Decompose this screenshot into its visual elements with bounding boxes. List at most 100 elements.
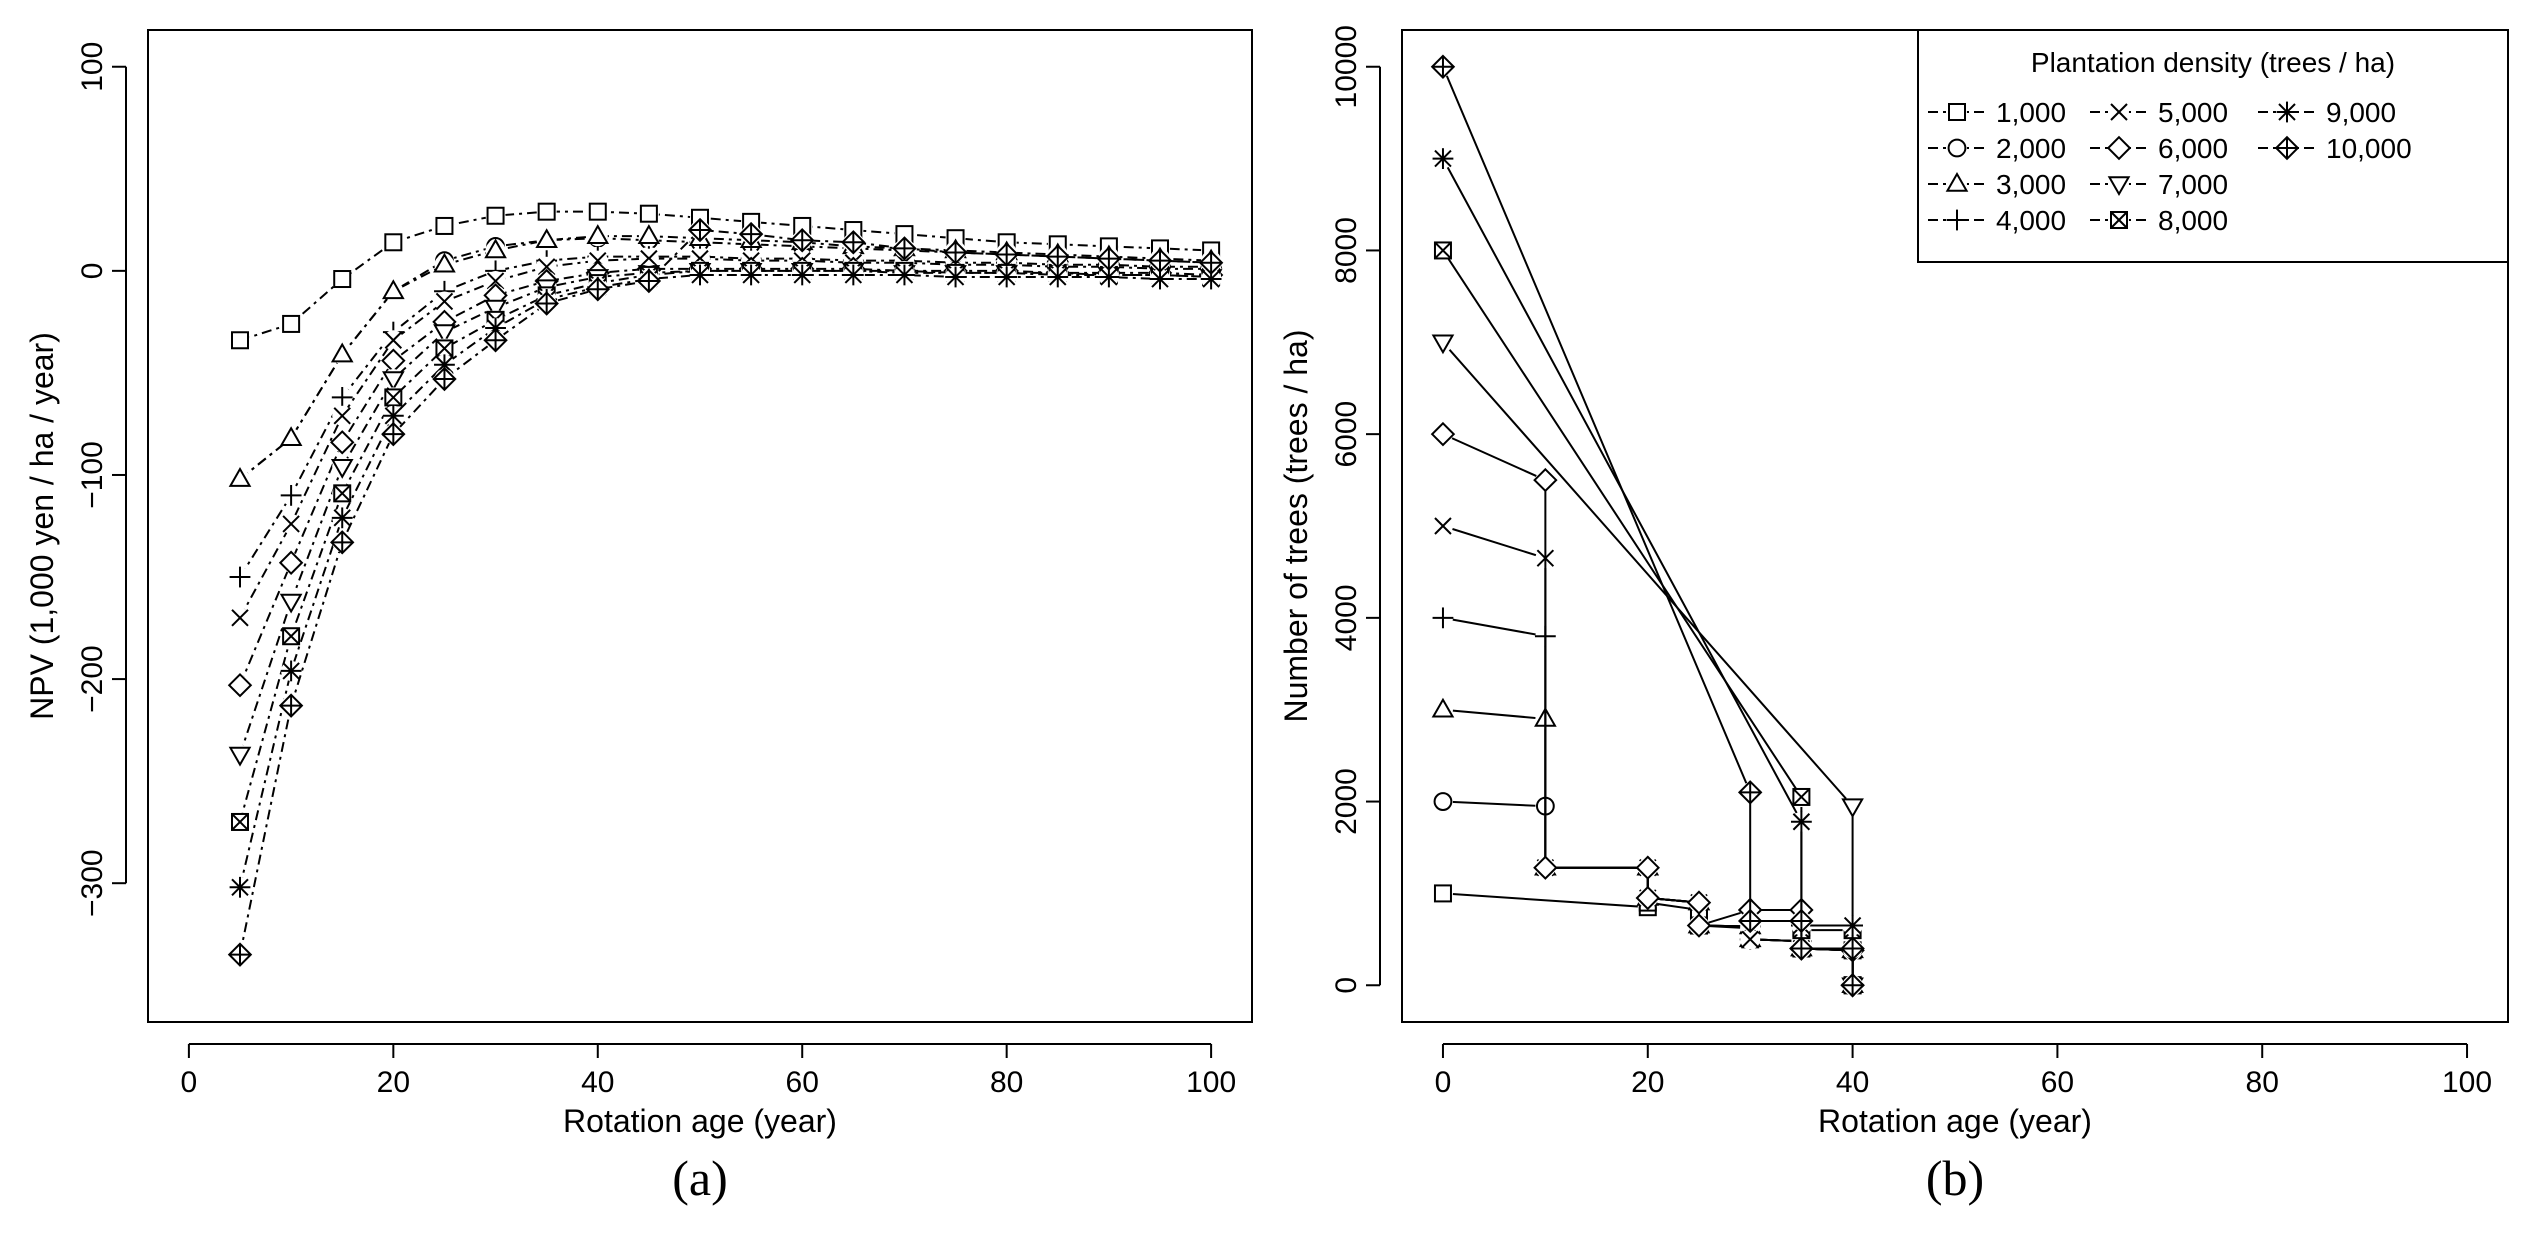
marker-bg [1432,791,1453,812]
legend-label: 7,000 [2158,169,2228,200]
data-point [279,426,303,447]
legend-marker-bg [1947,102,1967,122]
marker-bg [281,428,302,449]
data-point [486,206,505,225]
legend-label: 9,000 [2326,97,2396,128]
data-point [1790,811,1812,833]
data-point [228,467,252,487]
data-point-d2 [282,515,300,533]
series-6000 [1430,421,1865,998]
data-point-shape [1433,241,1452,260]
x-tick-label: 40 [1836,1066,1869,1099]
data-point-shape [637,224,661,244]
data-point [382,279,405,300]
data-point-d2 [844,266,863,284]
y-tick-label: 6000 [1330,401,1363,468]
data-point [689,264,711,286]
legend-entry: 3,000 [1928,169,2066,200]
marker-bg [1688,892,1709,913]
data-point [1047,266,1069,288]
data-point-shape [228,467,252,487]
data-point [229,876,251,898]
data-point [278,550,304,575]
legend-marker [1948,103,1966,121]
data-point [790,228,815,253]
data-point [278,693,304,718]
data-point [1431,334,1455,355]
data-point [280,484,302,506]
series-1000 [230,201,1222,351]
data-point [535,228,558,249]
data-point [1147,248,1173,273]
data-point [484,238,507,259]
data-point [1430,54,1456,79]
legend-marker [1947,138,1967,158]
panel-b: 0 20 40 60 80 100 0 2000 4000 6000 8000 10000 Rotati… [1278,25,2509,1206]
legend-marker-shape [2110,211,2128,229]
data-point-shape [1431,697,1455,718]
data-point [435,292,454,311]
data-point [432,366,457,392]
data-point-shape [1841,798,1864,819]
data-point [1434,517,1452,535]
marker-bg [1432,699,1453,720]
legend-marker [1945,171,1969,192]
data-point [280,660,302,682]
data-point-d2 [333,407,351,425]
data-point [791,264,813,286]
data-point-d2 [435,356,454,374]
marker-bg [587,201,608,222]
legend-marker [2106,135,2132,161]
data-point-shape [382,279,405,300]
series-10000 [1430,54,1865,998]
y-tick-label: 2000 [1330,768,1363,835]
data-point-d2 [486,272,505,290]
data-point-d2 [384,407,403,425]
data-point [1840,973,1865,998]
marker-bg [383,369,404,390]
series-8000 [230,260,1222,832]
legend-marker-shape [1948,103,1966,121]
data-point [282,515,300,533]
x-axis-label: Rotation age (year) [1818,1103,2092,1139]
legend-entry: 10,000 [2258,133,2412,164]
x-tick-label: 100 [2442,1066,2492,1099]
legend: Plantation density (trees / ha) 1,000 2,00… [1917,29,2509,263]
data-point [1533,467,1558,493]
legend-entry: 5,000 [2090,97,2228,128]
data-point [231,609,249,627]
data-point-shape [1792,787,1811,806]
data-point-shape [435,216,454,235]
plot-frame [147,29,1253,1023]
data-point [331,387,353,408]
data-point-d2 [282,662,300,680]
data-point-shape [484,299,507,320]
data-point [1635,885,1660,911]
legend-label: 8,000 [2158,205,2228,236]
legend-marker [2274,135,2300,161]
data-point-shape [486,206,505,225]
data-point [382,371,405,392]
series-line [1442,708,1854,986]
data-point-shape [382,371,405,392]
data-point-shape [433,252,456,273]
y-tick-label: 10000 [1330,25,1363,108]
series-line [239,255,1212,578]
marker-bg [536,201,557,222]
data-point-shape [433,324,456,345]
data-point-shape [278,550,304,575]
panel-caption: (a) [672,1150,728,1206]
marker-bg [230,469,250,490]
data-point [585,277,610,302]
y-tick-label: 100 [76,42,109,92]
data-point-d2 [946,268,965,286]
data-point [894,264,915,286]
data-point [231,331,249,350]
data-point-d2 [1202,270,1220,288]
legend-entry: 9,000 [2258,97,2396,128]
data-point-shape [282,314,301,333]
y-axis-label: NPV (1,000 yen / ha / year) [24,332,60,720]
marker-bg [1535,857,1556,878]
data-point-d2 [282,627,300,645]
marker-bg [1637,888,1658,908]
